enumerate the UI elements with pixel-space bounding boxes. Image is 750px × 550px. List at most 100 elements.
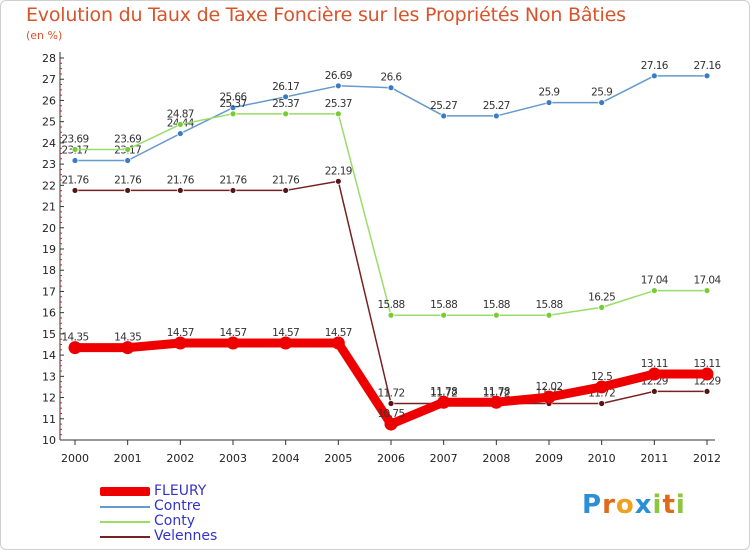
data-point-velennes [229,187,237,194]
y-tick-label: 13 [42,370,56,383]
data-point-conty [71,146,79,153]
data-point-contre [545,99,553,106]
chart-title: Evolution du Taux de Taxe Foncière sur l… [26,4,626,26]
y-tick-label: 17 [42,285,56,298]
data-point-fleury [700,367,714,381]
y-tick-label: 28 [42,52,56,65]
y-tick-label: 18 [42,264,56,277]
data-point-conty [650,287,658,294]
data-point-velennes [598,400,606,407]
x-tick-label: 2005 [324,452,352,465]
data-point-velennes [71,187,79,194]
data-point-velennes [703,388,711,395]
data-point-fleury [173,336,187,350]
data-label-contre: 26.69 [325,70,352,82]
data-point-fleury [489,395,503,409]
data-label-fleury: 11.78 [483,386,510,398]
x-tick-label: 2000 [61,452,89,465]
data-label-fleury: 12.02 [535,381,562,393]
data-label-velennes: 11.72 [377,387,404,399]
data-label-conty: 15.88 [377,299,404,311]
logo-letter: x [634,490,653,520]
y-tick-label: 11 [42,413,56,426]
legend-swatch-fleury [100,487,150,496]
data-label-conty: 17.04 [641,275,669,287]
data-label-conty: 15.88 [483,299,510,311]
data-label-velennes: 21.76 [114,174,142,186]
data-point-fleury [647,367,661,381]
x-tick-label: 2008 [482,452,510,465]
data-label-contre: 25.9 [591,87,612,99]
x-tick-label: 2003 [219,452,247,465]
x-tick-label: 2007 [430,452,458,465]
data-label-fleury: 12.5 [591,371,612,383]
y-tick-label: 14 [42,349,56,362]
y-tick-label: 23 [42,158,56,171]
data-point-contre [598,99,606,106]
y-tick-label: 15 [42,328,56,341]
legend-label-fleury: FLEURY [154,483,207,499]
data-label-contre: 27.16 [693,60,721,72]
data-point-contre [124,157,132,164]
data-label-fleury: 14.35 [61,332,88,344]
data-label-velennes: 11.72 [483,387,510,399]
data-label-conty: 25.37 [325,98,352,110]
data-point-contre [387,84,395,92]
y-tick-label: 24 [42,137,56,150]
x-tick-label: 2010 [588,452,616,465]
legend-item-velennes: Velennes [100,529,300,544]
y-tick-label: 22 [42,179,56,192]
data-label-fleury: 14.57 [325,327,352,339]
data-label-conty: 15.88 [535,299,562,311]
data-label-conty: 23.69 [114,133,141,145]
data-point-conty [387,311,395,319]
logo-letter: i [652,490,663,520]
y-axis-unit: (en %) [26,29,63,42]
data-point-conty [545,311,553,319]
data-point-contre [703,72,711,80]
data-label-velennes: 21.76 [272,174,300,186]
x-tick-label: 2012 [693,452,721,465]
series-line-conty [74,113,708,316]
data-point-contre [334,82,342,90]
data-point-contre [440,112,448,120]
data-label-velennes: 21.76 [167,174,195,186]
data-point-fleury [68,341,82,355]
data-label-contre: 25.66 [219,92,247,104]
data-point-velennes [282,187,290,194]
data-point-conty [598,303,606,311]
data-label-contre: 25.27 [483,100,510,112]
data-point-contre [650,72,658,80]
data-point-contre [492,112,500,120]
data-label-contre: 26.6 [381,72,403,84]
legend-swatch-contre [100,506,150,508]
y-tick-label: 26 [42,94,56,107]
data-label-fleury: 14.35 [114,332,141,344]
data-point-velennes [124,187,132,194]
x-tick-label: 2004 [272,452,300,465]
data-label-contre: 25.27 [430,100,457,112]
data-point-conty [492,311,500,319]
data-point-fleury [226,336,240,350]
data-point-conty [282,110,290,118]
legend-swatch-conty [100,521,150,523]
data-point-conty [229,110,237,118]
legend-item-conty: Conty [100,514,300,529]
y-tick-label: 20 [42,222,56,235]
data-label-velennes: 22.19 [325,165,352,177]
data-label-fleury: 10.75 [377,408,404,420]
y-tick-label: 21 [42,201,56,214]
y-tick-label: 10 [42,434,56,447]
data-label-fleury: 14.57 [272,327,299,339]
data-point-fleury [595,380,609,394]
data-point-conty [334,110,342,118]
data-point-fleury [437,395,451,409]
x-tick-label: 2001 [114,452,142,465]
x-tick-label: 2006 [377,452,405,465]
data-point-velennes [176,187,184,194]
logo-letter: o [615,490,635,520]
data-point-contre [176,130,184,137]
x-tick-label: 2002 [166,452,194,465]
